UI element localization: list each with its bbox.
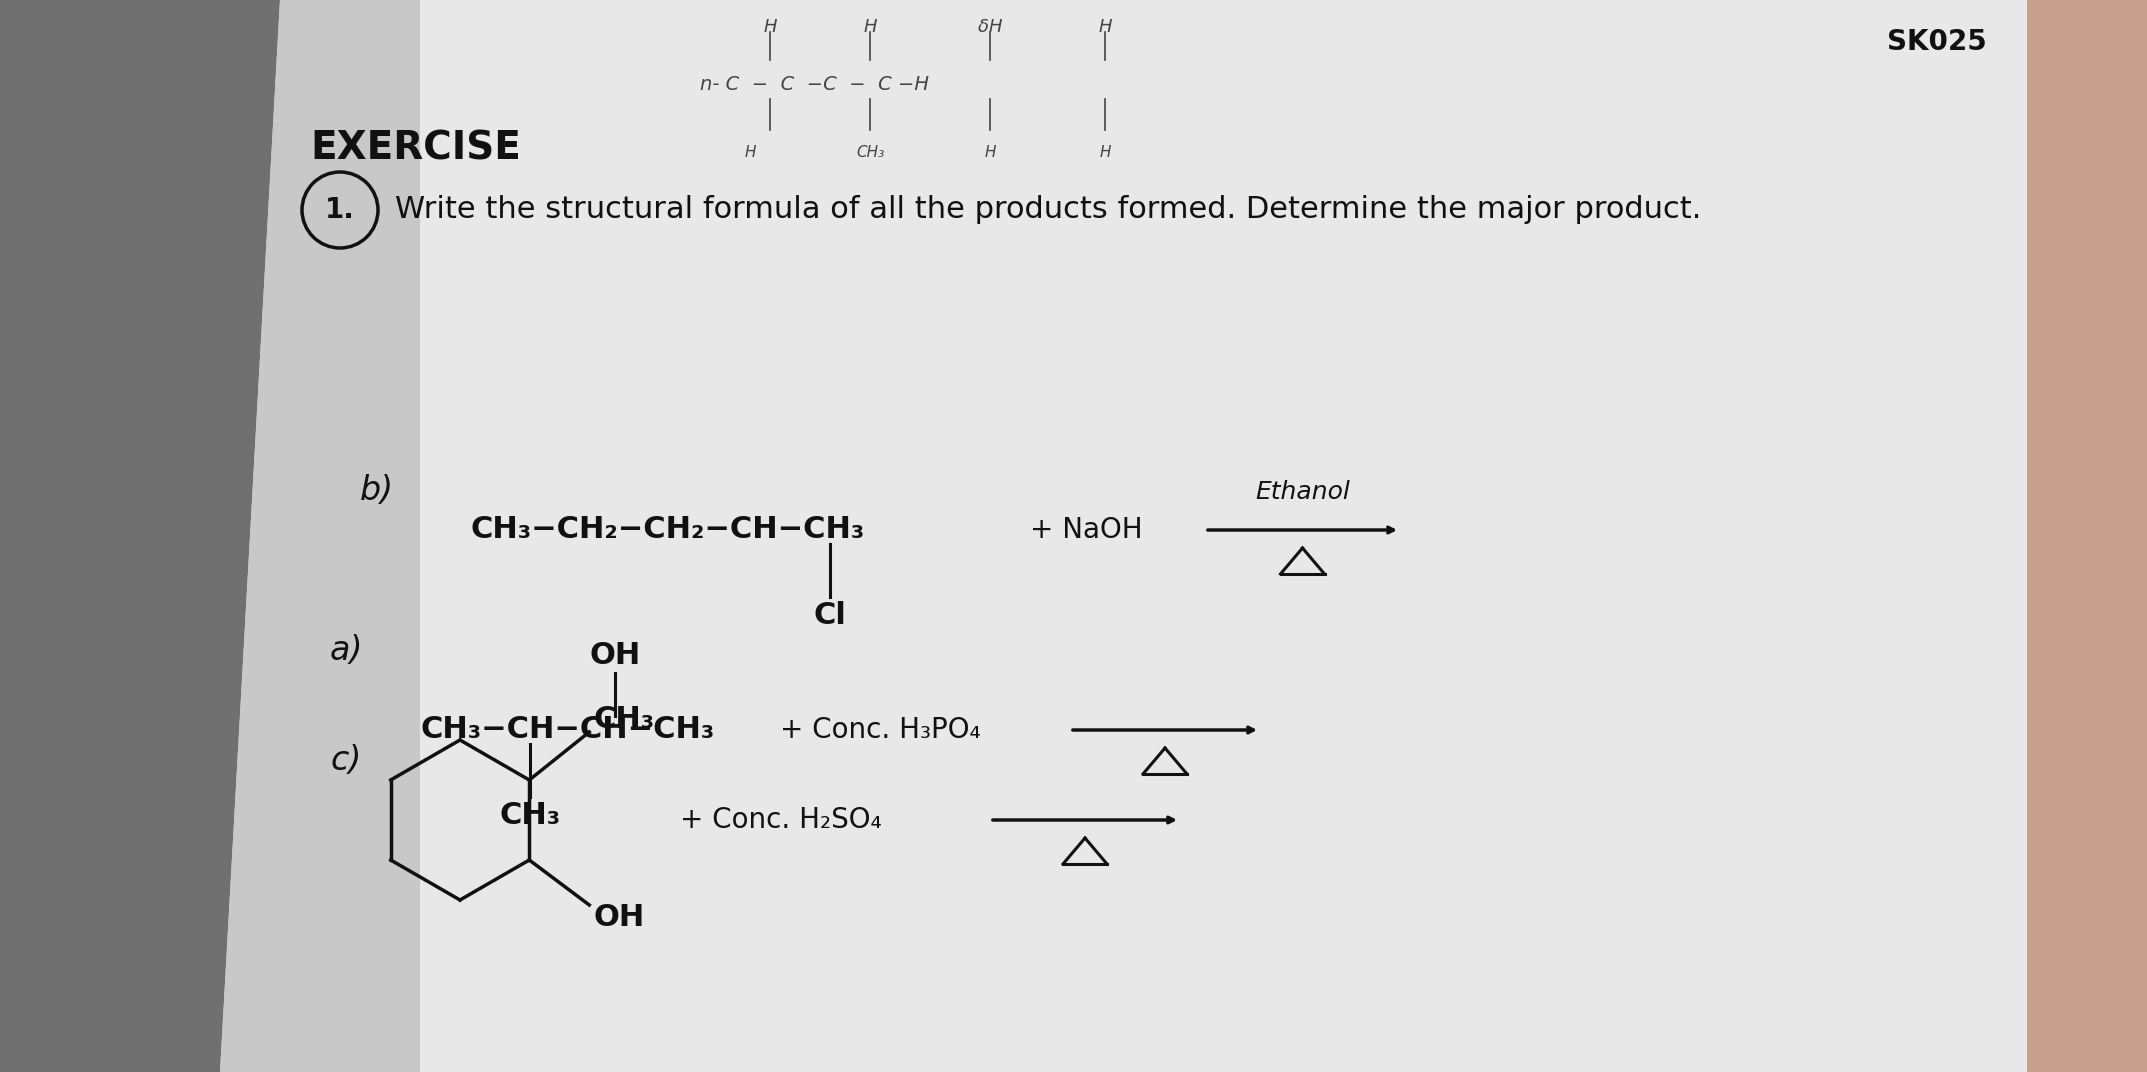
Text: b): b) xyxy=(361,474,395,506)
Text: Write the structural formula of all the products formed. Determine the major pro: Write the structural formula of all the … xyxy=(395,195,1700,224)
Text: + NaOH: + NaOH xyxy=(1031,516,1142,544)
Text: CH₃−CH−CH−CH₃: CH₃−CH−CH−CH₃ xyxy=(421,715,715,744)
Text: CH₃: CH₃ xyxy=(500,801,560,830)
Text: + Conc. H₃PO₄: + Conc. H₃PO₄ xyxy=(779,716,981,744)
Text: H: H xyxy=(762,18,777,36)
Text: H: H xyxy=(983,145,996,160)
Text: CH₃: CH₃ xyxy=(593,705,655,734)
Text: H: H xyxy=(863,18,876,36)
Polygon shape xyxy=(0,0,279,1072)
Text: CH₃: CH₃ xyxy=(857,145,885,160)
Text: a): a) xyxy=(331,634,363,667)
Text: n- C  −  C  −C  −  C −H: n- C − C −C − C −H xyxy=(700,75,930,94)
Polygon shape xyxy=(2016,0,2147,1072)
Text: $\delta$H: $\delta$H xyxy=(977,18,1003,36)
Text: Ethanol: Ethanol xyxy=(1256,480,1350,504)
Text: CH₃−CH₂−CH₂−CH−CH₃: CH₃−CH₂−CH₂−CH−CH₃ xyxy=(470,516,865,545)
Text: OH: OH xyxy=(593,903,644,932)
Text: EXERCISE: EXERCISE xyxy=(309,130,522,168)
Text: + Conc. H₂SO₄: + Conc. H₂SO₄ xyxy=(681,806,882,834)
Text: SK025: SK025 xyxy=(1887,28,1986,56)
Polygon shape xyxy=(219,0,481,1072)
Text: H: H xyxy=(1099,145,1110,160)
Text: OH: OH xyxy=(590,640,640,670)
Polygon shape xyxy=(421,0,2027,1072)
Text: 1.: 1. xyxy=(324,196,354,224)
Text: H: H xyxy=(1099,18,1112,36)
Text: Cl: Cl xyxy=(814,600,846,629)
Text: H: H xyxy=(745,145,756,160)
Text: c): c) xyxy=(331,744,361,776)
